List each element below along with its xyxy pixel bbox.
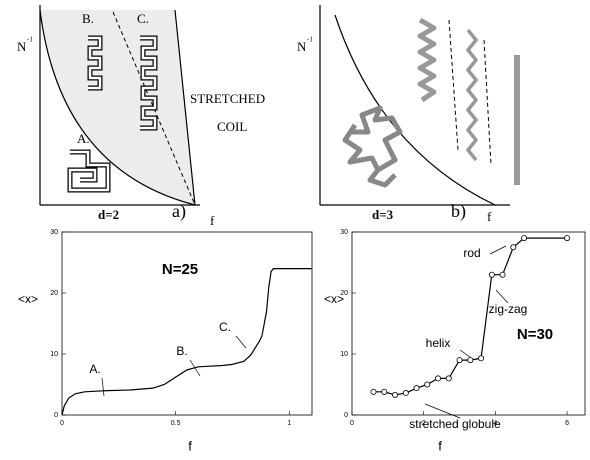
x-label: f: [210, 213, 215, 228]
data-point: [521, 235, 528, 242]
y-axis-label: <x>: [18, 292, 38, 306]
annotation: N=25: [162, 261, 198, 278]
y-label-exponent: -1: [27, 36, 33, 44]
region-label: COIL: [217, 119, 247, 134]
data-point: [478, 355, 485, 362]
annotation: B.: [176, 344, 187, 358]
data-line: [373, 237, 568, 396]
leader-line: [459, 349, 471, 358]
y-tick-label: 30: [340, 229, 348, 236]
region-label: STRETCHED: [190, 91, 265, 106]
x-tick-label: 0.5: [171, 420, 181, 427]
data-point: [445, 375, 452, 382]
annotation: stretched globule: [409, 417, 501, 431]
y-tick-label: 0: [54, 412, 58, 419]
data-point: [488, 271, 495, 278]
y-tick-label: 10: [340, 351, 348, 358]
dashed-boundary: [448, 19, 459, 151]
annotation: A.: [89, 362, 100, 376]
annotation: helix: [426, 336, 451, 350]
plot-frame: [351, 231, 586, 416]
x-tick-label: 6: [565, 420, 569, 427]
data-point: [370, 388, 377, 395]
data-point: [392, 391, 399, 398]
y-tick-label: 30: [50, 229, 58, 236]
charts: 0 10 20 30 0 0.5 1 <x> f N=25 A. B. C. 0 10 20 30 0 2 4 6 <x>…: [18, 229, 586, 453]
y-tick-label: 0: [344, 412, 348, 419]
data-point: [564, 235, 571, 242]
helix-polymer: [417, 17, 437, 103]
data-point: [424, 381, 431, 388]
y-label: N: [17, 39, 27, 54]
y-axis-label: <x>: [324, 292, 344, 306]
panel-label: a): [172, 201, 186, 222]
y-tick-label: 10: [50, 351, 58, 358]
leader-line: [489, 245, 507, 255]
data-point: [499, 271, 506, 278]
x-axis-label: f: [188, 438, 192, 453]
caption: d=3: [372, 207, 394, 222]
leader-line: [101, 377, 105, 397]
annotation: N=30: [517, 326, 553, 343]
label: A.: [77, 131, 90, 146]
data-point: [456, 357, 463, 364]
caption: d=2: [98, 207, 119, 222]
dashed-boundary: [483, 39, 492, 166]
x-tick-label: 1: [287, 420, 291, 427]
label: B.: [82, 11, 94, 26]
annotation: rod: [463, 246, 480, 260]
panel-a: N -1 B. C. A. STRETCHED COIL d=2 a) f: [17, 5, 265, 228]
data-point: [510, 244, 517, 251]
y-label: N: [297, 39, 307, 54]
phase-boundary: [39, 9, 196, 206]
plot-frame: [61, 231, 313, 416]
data-point: [435, 375, 442, 382]
coil-polymer: [342, 105, 403, 188]
phase-boundary: [174, 9, 196, 206]
data-point: [381, 388, 388, 395]
data-line: [61, 268, 312, 416]
leader-line: [235, 335, 247, 349]
y-label-exponent: -1: [307, 36, 313, 44]
leader-line: [189, 359, 201, 377]
leader-line: [424, 403, 461, 419]
panel-label: b): [451, 201, 466, 222]
zigzag-polymer: [465, 28, 479, 162]
data-point: [467, 357, 474, 364]
y-tick-label: 20: [50, 290, 58, 297]
data-point: [413, 385, 420, 392]
leader-line: [495, 289, 509, 304]
panel-b: N -1 d=3 b) f: [297, 5, 520, 224]
data-point: [402, 390, 409, 397]
annotation: C.: [219, 320, 231, 334]
x-tick-label: 4: [493, 420, 497, 427]
x-label: f: [487, 209, 492, 224]
y-tick-label: 20: [340, 290, 348, 297]
x-tick-label: 0: [350, 420, 354, 427]
x-tick-label: 2: [422, 420, 426, 427]
x-axis-label: f: [438, 438, 442, 453]
x-tick-label: 0: [60, 420, 64, 427]
shaded-region: [40, 10, 195, 205]
label: C.: [137, 11, 149, 26]
annotation: zig-zag: [489, 302, 528, 316]
